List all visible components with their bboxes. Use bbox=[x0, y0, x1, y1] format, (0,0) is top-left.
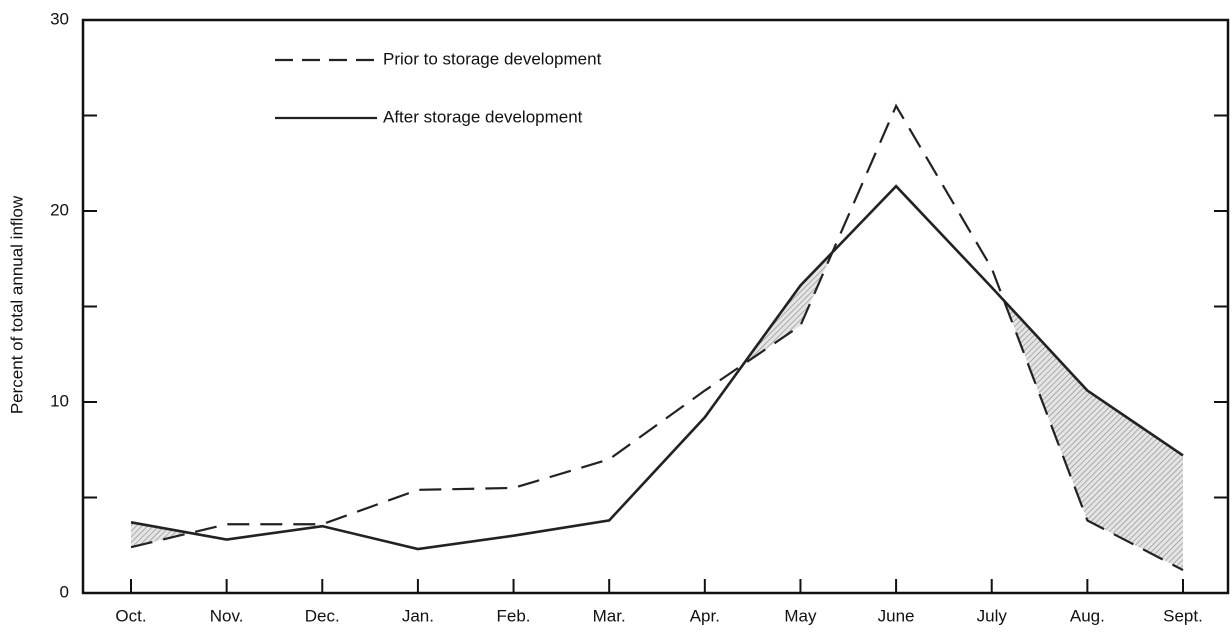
series-line bbox=[130, 184, 1184, 551]
y-tick-label: 30 bbox=[50, 9, 69, 28]
x-tick-label: Oct. bbox=[115, 606, 146, 625]
x-tick-label: June bbox=[878, 606, 915, 625]
x-tick-label: July bbox=[977, 606, 1008, 625]
x-tick-label: Mar. bbox=[593, 606, 626, 625]
legend-label: Prior to storage development bbox=[383, 49, 602, 68]
storage-shade bbox=[1003, 300, 1183, 571]
y-tick-label: 10 bbox=[50, 391, 69, 410]
series-line bbox=[130, 103, 1184, 572]
x-tick-label: Nov. bbox=[210, 606, 244, 625]
y-tick-label: 20 bbox=[50, 200, 69, 219]
storage-shade bbox=[743, 252, 833, 365]
legend-label: After storage development bbox=[383, 107, 583, 126]
x-tick-label: Jan. bbox=[402, 606, 434, 625]
y-axis-label: Percent of total annual inflow bbox=[7, 195, 26, 414]
x-tick-label: Sept. bbox=[1163, 606, 1203, 625]
plot-frame bbox=[81, 18, 1230, 595]
x-tick-label: Apr. bbox=[690, 606, 720, 625]
x-tick-label: Aug. bbox=[1070, 606, 1105, 625]
storage-shade bbox=[131, 522, 191, 548]
x-tick-label: Feb. bbox=[497, 606, 531, 625]
y-tick-label: 0 bbox=[60, 582, 69, 601]
x-tick-label: Dec. bbox=[305, 606, 340, 625]
x-tick-label: May bbox=[784, 606, 817, 625]
